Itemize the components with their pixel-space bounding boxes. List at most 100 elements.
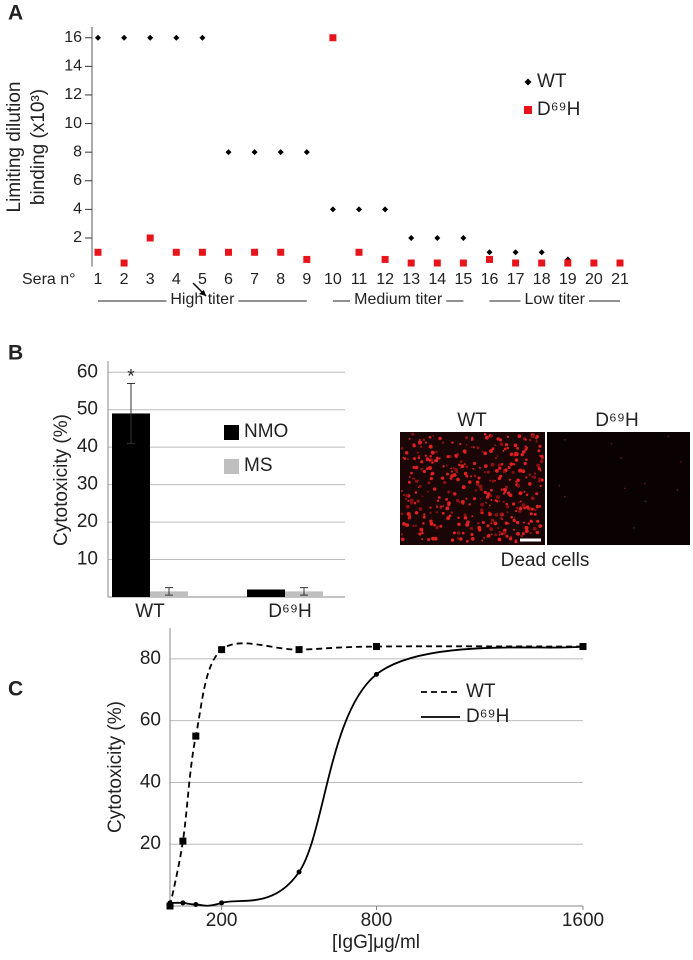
- legend-label: WT: [537, 71, 567, 92]
- cell-dot: [411, 499, 414, 502]
- cell-dot: [505, 534, 509, 538]
- cell-dot: [508, 493, 513, 498]
- micrograph: [400, 432, 690, 545]
- cell-dot: [462, 449, 467, 454]
- cell-dot: [402, 456, 405, 459]
- y-tick-label: 8: [73, 143, 82, 160]
- cell-dot: [433, 523, 436, 527]
- cell-dot: [408, 518, 411, 521]
- cell-dot: [401, 537, 405, 542]
- group-label: Low titer: [525, 291, 586, 308]
- cell-dot: [451, 441, 454, 444]
- cell-dot: [463, 463, 466, 466]
- cell-dot: [414, 479, 419, 484]
- cell-dot: [502, 487, 507, 492]
- cell-dot: [490, 434, 494, 438]
- y-tick-label: 80: [140, 648, 161, 669]
- cell-dot: [465, 444, 468, 446]
- marker: [94, 248, 102, 256]
- cell-dot: [405, 523, 410, 527]
- marker: [225, 248, 232, 256]
- cell-dot: [623, 487, 626, 490]
- cell-dot: [435, 456, 439, 460]
- cell-dot: [446, 516, 451, 520]
- cell-dot: [535, 530, 540, 535]
- marker: [486, 249, 493, 256]
- y-axis-title: binding (x10³): [28, 89, 49, 205]
- cell-dot: [427, 538, 431, 542]
- marker: [407, 259, 415, 267]
- cell-dot: [498, 499, 501, 502]
- cell-dot: [525, 476, 528, 479]
- cell-dot: [539, 484, 542, 488]
- cell-dot: [429, 506, 432, 509]
- cell-dot: [423, 513, 426, 516]
- cell-dot: [479, 487, 483, 491]
- cell-dot: [516, 506, 519, 510]
- cell-dot: [412, 443, 416, 446]
- cell-dot: [512, 463, 516, 466]
- cell-dot: [530, 507, 534, 511]
- cell-dot: [522, 521, 526, 524]
- cell-dot: [524, 447, 528, 451]
- y-tick-label: 50: [77, 399, 98, 420]
- cell-dot: [494, 499, 497, 502]
- cell-dot: [450, 470, 453, 473]
- cell-dot: [680, 460, 682, 463]
- cell-dot: [459, 537, 463, 541]
- cell-dot: [407, 480, 411, 484]
- marker: [538, 259, 546, 267]
- cell-dot: [472, 497, 477, 501]
- cell-dot: [518, 506, 523, 511]
- cell-dot: [535, 440, 538, 443]
- cell-dot: [528, 438, 532, 442]
- x-tick-label: 14: [428, 271, 446, 288]
- cell-dot: [521, 469, 526, 474]
- y-tick-label: 12: [64, 86, 82, 103]
- cell-dot: [539, 459, 544, 464]
- cell-dot: [481, 539, 484, 542]
- cell-dot: [504, 485, 509, 489]
- cell-dot: [438, 496, 441, 499]
- x-tick-label: 11: [351, 271, 368, 288]
- legend-label: D⁶⁹H: [537, 99, 580, 120]
- cell-dot: [442, 465, 445, 468]
- y-tick-label: 16: [64, 29, 82, 46]
- cell-dot: [500, 488, 503, 491]
- cell-dot: [497, 537, 502, 542]
- cell-dot: [499, 442, 504, 447]
- cell-dot: [429, 436, 432, 439]
- cell-dot: [491, 447, 495, 451]
- cell-dot: [441, 511, 445, 515]
- marker: [121, 34, 128, 41]
- cell-dot: [535, 492, 539, 496]
- cell-dot: [506, 446, 510, 450]
- cell-dot: [422, 515, 426, 519]
- cell-dot: [483, 464, 488, 469]
- cell-dot: [504, 443, 509, 447]
- x-tick-label: 2: [120, 271, 129, 288]
- cell-dot: [538, 477, 541, 481]
- cell-dot: [481, 450, 484, 453]
- cell-dot: [529, 512, 533, 516]
- cell-dot: [420, 468, 422, 471]
- cell-dot: [529, 519, 533, 523]
- cell-dot: [465, 522, 470, 527]
- marker: [198, 248, 206, 256]
- marker: [295, 646, 303, 654]
- cell-dot: [440, 476, 445, 480]
- marker: [512, 249, 519, 256]
- y-tick-label: 14: [64, 58, 82, 75]
- cell-dot: [465, 465, 469, 469]
- x-tick-label: 4: [172, 271, 181, 288]
- cell-dot: [429, 455, 432, 458]
- cell-dot: [521, 532, 525, 536]
- cell-dot: [486, 470, 490, 474]
- cell-dot: [476, 483, 479, 487]
- marker: [218, 646, 226, 654]
- cell-dot: [447, 503, 451, 507]
- cell-dot: [413, 478, 416, 480]
- cell-dot: [486, 524, 490, 528]
- cell-dot: [502, 500, 505, 503]
- x-tick-label: 19: [559, 271, 577, 288]
